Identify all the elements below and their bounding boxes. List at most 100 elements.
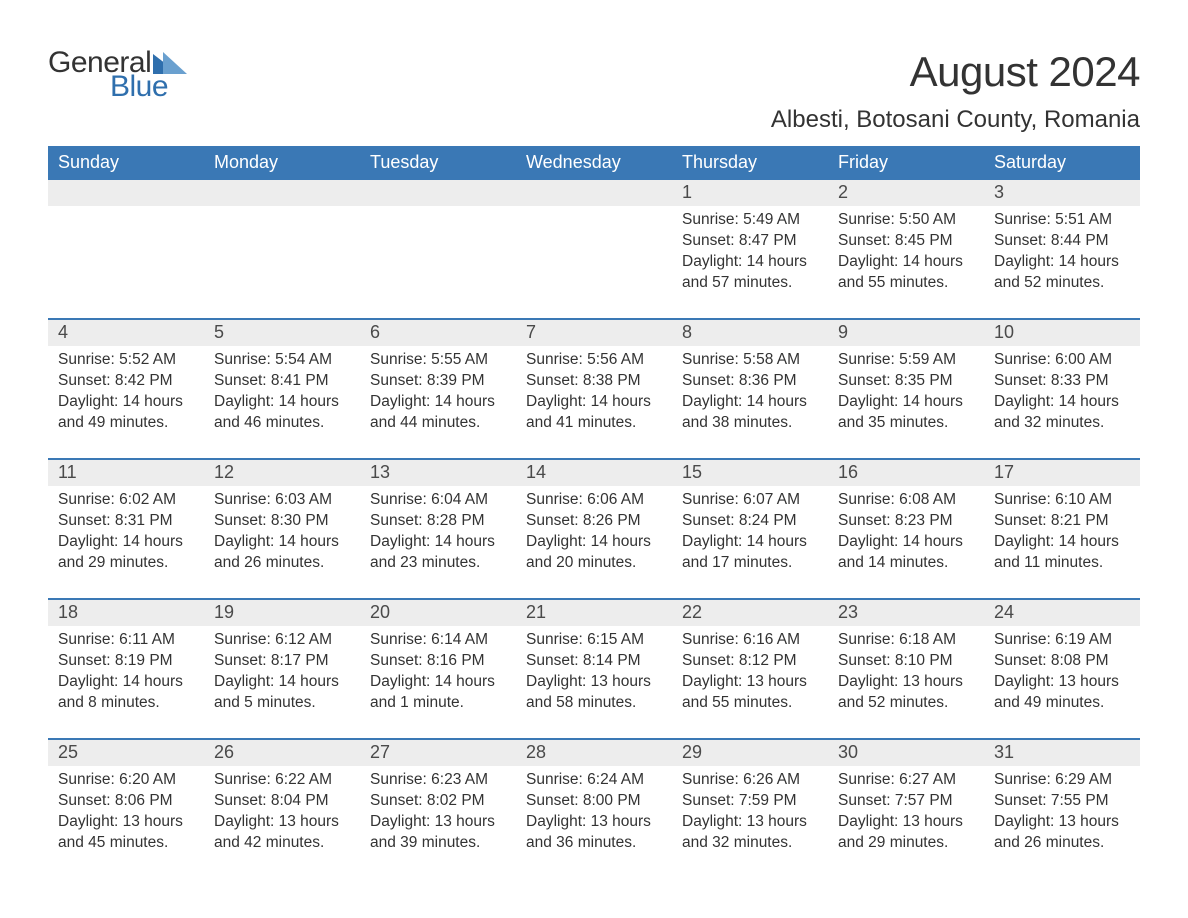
sunset-line: Sunset: 8:06 PM: [58, 791, 194, 812]
day-number: 30: [828, 740, 984, 766]
sunrise-line: Sunrise: 6:15 AM: [526, 630, 662, 651]
daylight-line: Daylight: 14 hours and 11 minutes.: [994, 532, 1130, 574]
daylight-line: Daylight: 14 hours and 14 minutes.: [838, 532, 974, 574]
sunset-line: Sunset: 8:41 PM: [214, 371, 350, 392]
sunrise-line: Sunrise: 5:58 AM: [682, 350, 818, 371]
day-number: 10: [984, 320, 1140, 346]
week-row: 18192021222324Sunrise: 6:11 AMSunset: 8:…: [48, 598, 1140, 722]
sunset-line: Sunset: 7:59 PM: [682, 791, 818, 812]
sunrise-line: Sunrise: 5:49 AM: [682, 210, 818, 231]
day-cell: Sunrise: 5:55 AMSunset: 8:39 PMDaylight:…: [360, 346, 516, 442]
sunrise-line: Sunrise: 5:52 AM: [58, 350, 194, 371]
daylight-line: Daylight: 13 hours and 26 minutes.: [994, 812, 1130, 854]
week-row: 45678910Sunrise: 5:52 AMSunset: 8:42 PMD…: [48, 318, 1140, 442]
daylight-line: Daylight: 14 hours and 57 minutes.: [682, 252, 818, 294]
sunset-line: Sunset: 8:17 PM: [214, 651, 350, 672]
sunset-line: Sunset: 8:19 PM: [58, 651, 194, 672]
sunrise-line: Sunrise: 6:27 AM: [838, 770, 974, 791]
daylight-line: Daylight: 13 hours and 55 minutes.: [682, 672, 818, 714]
day-number: 24: [984, 600, 1140, 626]
sunset-line: Sunset: 8:30 PM: [214, 511, 350, 532]
daylight-line: Daylight: 13 hours and 32 minutes.: [682, 812, 818, 854]
day-number: 21: [516, 600, 672, 626]
sunrise-line: Sunrise: 6:04 AM: [370, 490, 506, 511]
sunrise-line: Sunrise: 6:02 AM: [58, 490, 194, 511]
daylight-line: Daylight: 14 hours and 32 minutes.: [994, 392, 1130, 434]
sunrise-line: Sunrise: 6:12 AM: [214, 630, 350, 651]
day-cell: Sunrise: 5:54 AMSunset: 8:41 PMDaylight:…: [204, 346, 360, 442]
sunrise-line: Sunrise: 5:54 AM: [214, 350, 350, 371]
day-cell: Sunrise: 5:59 AMSunset: 8:35 PMDaylight:…: [828, 346, 984, 442]
dow-monday: Monday: [204, 146, 360, 180]
day-number: 22: [672, 600, 828, 626]
sunrise-line: Sunrise: 6:10 AM: [994, 490, 1130, 511]
daylight-line: Daylight: 14 hours and 38 minutes.: [682, 392, 818, 434]
calendar: SundayMondayTuesdayWednesdayThursdayFrid…: [48, 146, 1140, 862]
day-cell: Sunrise: 6:06 AMSunset: 8:26 PMDaylight:…: [516, 486, 672, 582]
dow-wednesday: Wednesday: [516, 146, 672, 180]
sunset-line: Sunset: 8:24 PM: [682, 511, 818, 532]
sunset-line: Sunset: 8:12 PM: [682, 651, 818, 672]
sunrise-line: Sunrise: 6:18 AM: [838, 630, 974, 651]
day-cell: Sunrise: 5:58 AMSunset: 8:36 PMDaylight:…: [672, 346, 828, 442]
daylight-line: Daylight: 14 hours and 41 minutes.: [526, 392, 662, 434]
sunrise-line: Sunrise: 6:16 AM: [682, 630, 818, 651]
location-subtitle: Albesti, Botosani County, Romania: [771, 106, 1140, 134]
day-cell-empty: [360, 206, 516, 302]
daylight-line: Daylight: 13 hours and 49 minutes.: [994, 672, 1130, 714]
sunrise-line: Sunrise: 6:06 AM: [526, 490, 662, 511]
day-number: 31: [984, 740, 1140, 766]
day-number: 20: [360, 600, 516, 626]
day-cell: Sunrise: 6:04 AMSunset: 8:28 PMDaylight:…: [360, 486, 516, 582]
sunrise-line: Sunrise: 5:51 AM: [994, 210, 1130, 231]
sunrise-line: Sunrise: 5:55 AM: [370, 350, 506, 371]
sunset-line: Sunset: 7:55 PM: [994, 791, 1130, 812]
day-number: [360, 180, 516, 206]
day-number: [204, 180, 360, 206]
day-cell: Sunrise: 6:03 AMSunset: 8:30 PMDaylight:…: [204, 486, 360, 582]
day-cell: Sunrise: 6:18 AMSunset: 8:10 PMDaylight:…: [828, 626, 984, 722]
day-cell: Sunrise: 6:19 AMSunset: 8:08 PMDaylight:…: [984, 626, 1140, 722]
day-cell: Sunrise: 6:26 AMSunset: 7:59 PMDaylight:…: [672, 766, 828, 862]
day-number: 26: [204, 740, 360, 766]
sunset-line: Sunset: 8:16 PM: [370, 651, 506, 672]
day-cell: Sunrise: 6:08 AMSunset: 8:23 PMDaylight:…: [828, 486, 984, 582]
sunset-line: Sunset: 8:33 PM: [994, 371, 1130, 392]
day-number: 5: [204, 320, 360, 346]
daylight-line: Daylight: 14 hours and 5 minutes.: [214, 672, 350, 714]
day-cell: Sunrise: 6:10 AMSunset: 8:21 PMDaylight:…: [984, 486, 1140, 582]
sunset-line: Sunset: 8:36 PM: [682, 371, 818, 392]
day-number: 4: [48, 320, 204, 346]
day-cell: Sunrise: 5:52 AMSunset: 8:42 PMDaylight:…: [48, 346, 204, 442]
day-cell: Sunrise: 6:29 AMSunset: 7:55 PMDaylight:…: [984, 766, 1140, 862]
day-number: [48, 180, 204, 206]
title-block: August 2024 Albesti, Botosani County, Ro…: [771, 48, 1140, 134]
sunset-line: Sunset: 8:02 PM: [370, 791, 506, 812]
day-number: 29: [672, 740, 828, 766]
sunset-line: Sunset: 8:23 PM: [838, 511, 974, 532]
sunset-line: Sunset: 8:21 PM: [994, 511, 1130, 532]
day-number: 13: [360, 460, 516, 486]
sunrise-line: Sunrise: 6:08 AM: [838, 490, 974, 511]
sunset-line: Sunset: 8:44 PM: [994, 231, 1130, 252]
sunrise-line: Sunrise: 6:26 AM: [682, 770, 818, 791]
sunset-line: Sunset: 8:28 PM: [370, 511, 506, 532]
weeks-container: 123Sunrise: 5:49 AMSunset: 8:47 PMDaylig…: [48, 180, 1140, 862]
sunset-line: Sunset: 8:42 PM: [58, 371, 194, 392]
daylight-line: Daylight: 14 hours and 44 minutes.: [370, 392, 506, 434]
day-number: 18: [48, 600, 204, 626]
day-number-row: 123: [48, 180, 1140, 206]
sunrise-line: Sunrise: 6:07 AM: [682, 490, 818, 511]
month-title: August 2024: [771, 48, 1140, 96]
sunrise-line: Sunrise: 6:14 AM: [370, 630, 506, 651]
daylight-line: Daylight: 14 hours and 26 minutes.: [214, 532, 350, 574]
sunset-line: Sunset: 8:10 PM: [838, 651, 974, 672]
week-row: 25262728293031Sunrise: 6:20 AMSunset: 8:…: [48, 738, 1140, 862]
sunrise-line: Sunrise: 6:24 AM: [526, 770, 662, 791]
day-number: 17: [984, 460, 1140, 486]
day-number: 7: [516, 320, 672, 346]
day-cell: Sunrise: 6:27 AMSunset: 7:57 PMDaylight:…: [828, 766, 984, 862]
day-cell-empty: [204, 206, 360, 302]
sunrise-line: Sunrise: 6:11 AM: [58, 630, 194, 651]
day-cell: Sunrise: 6:14 AMSunset: 8:16 PMDaylight:…: [360, 626, 516, 722]
